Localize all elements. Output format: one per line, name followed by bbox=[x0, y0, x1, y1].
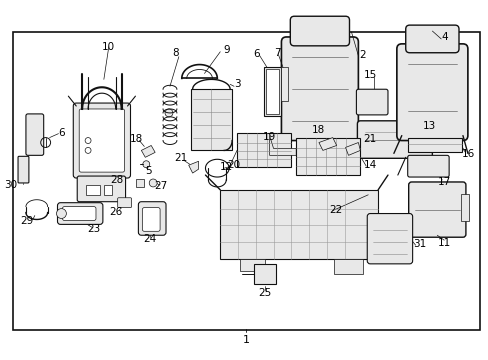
Circle shape bbox=[149, 179, 157, 187]
FancyBboxPatch shape bbox=[366, 213, 412, 264]
Text: 7: 7 bbox=[274, 48, 280, 58]
FancyBboxPatch shape bbox=[26, 114, 43, 155]
Text: 26: 26 bbox=[109, 207, 122, 217]
Text: 27: 27 bbox=[154, 181, 167, 191]
FancyBboxPatch shape bbox=[118, 198, 131, 208]
FancyBboxPatch shape bbox=[138, 202, 165, 235]
Circle shape bbox=[164, 109, 173, 117]
Polygon shape bbox=[318, 138, 336, 150]
Text: 11: 11 bbox=[437, 238, 450, 248]
Bar bbox=[103, 185, 112, 195]
Text: 6: 6 bbox=[58, 128, 64, 138]
Text: 18: 18 bbox=[129, 134, 143, 144]
Circle shape bbox=[142, 161, 149, 168]
FancyBboxPatch shape bbox=[357, 121, 431, 158]
Text: 8: 8 bbox=[172, 48, 179, 58]
FancyBboxPatch shape bbox=[408, 182, 465, 237]
Text: 9: 9 bbox=[224, 45, 230, 55]
FancyBboxPatch shape bbox=[73, 103, 130, 178]
FancyBboxPatch shape bbox=[79, 109, 124, 172]
FancyBboxPatch shape bbox=[405, 25, 458, 53]
FancyBboxPatch shape bbox=[18, 156, 29, 183]
Text: 5: 5 bbox=[144, 166, 151, 176]
Bar bbox=[136, 179, 144, 187]
Bar bbox=[333, 259, 363, 274]
FancyBboxPatch shape bbox=[290, 16, 349, 46]
Text: 1: 1 bbox=[242, 335, 249, 345]
Text: 30: 30 bbox=[4, 180, 17, 190]
FancyBboxPatch shape bbox=[396, 44, 467, 140]
Bar bbox=[190, 89, 232, 150]
Text: 2: 2 bbox=[358, 50, 365, 60]
Bar bbox=[240, 259, 264, 271]
Circle shape bbox=[57, 208, 66, 219]
Text: 20: 20 bbox=[227, 160, 240, 170]
FancyBboxPatch shape bbox=[58, 203, 102, 224]
Polygon shape bbox=[345, 143, 360, 155]
FancyBboxPatch shape bbox=[281, 37, 358, 140]
Bar bbox=[86, 185, 100, 195]
Polygon shape bbox=[269, 136, 296, 155]
Bar bbox=[265, 68, 279, 114]
Bar bbox=[407, 138, 461, 152]
Text: 14: 14 bbox=[363, 160, 376, 170]
Bar bbox=[460, 194, 468, 221]
Bar bbox=[281, 67, 288, 101]
FancyBboxPatch shape bbox=[62, 207, 96, 220]
Text: 31: 31 bbox=[412, 239, 426, 249]
Bar bbox=[253, 264, 275, 284]
FancyBboxPatch shape bbox=[356, 89, 387, 115]
Text: 18: 18 bbox=[312, 125, 325, 135]
Bar bbox=[237, 132, 291, 167]
Text: 28: 28 bbox=[110, 175, 123, 185]
Polygon shape bbox=[188, 161, 198, 173]
Text: 22: 22 bbox=[328, 204, 342, 215]
Text: 6: 6 bbox=[253, 49, 260, 59]
Polygon shape bbox=[141, 145, 155, 157]
Text: 4: 4 bbox=[441, 32, 447, 42]
Bar bbox=[220, 190, 377, 259]
Text: 19: 19 bbox=[263, 132, 276, 141]
FancyBboxPatch shape bbox=[77, 176, 125, 202]
Text: 24: 24 bbox=[143, 234, 157, 244]
Text: 3: 3 bbox=[233, 79, 240, 89]
Text: 21: 21 bbox=[174, 153, 187, 163]
Text: 12: 12 bbox=[219, 162, 232, 172]
Text: 21: 21 bbox=[363, 134, 376, 144]
Bar bbox=[296, 138, 360, 175]
FancyBboxPatch shape bbox=[142, 208, 160, 231]
Text: 13: 13 bbox=[422, 121, 435, 131]
Text: 17: 17 bbox=[437, 177, 450, 187]
Bar bbox=[13, 32, 479, 330]
Text: 10: 10 bbox=[102, 42, 115, 52]
Text: 15: 15 bbox=[363, 71, 376, 80]
Text: 29: 29 bbox=[20, 216, 34, 226]
Text: 23: 23 bbox=[87, 224, 101, 234]
FancyBboxPatch shape bbox=[407, 155, 448, 177]
Bar bbox=[263, 67, 281, 116]
Text: 25: 25 bbox=[258, 288, 271, 298]
Text: 16: 16 bbox=[461, 149, 474, 159]
